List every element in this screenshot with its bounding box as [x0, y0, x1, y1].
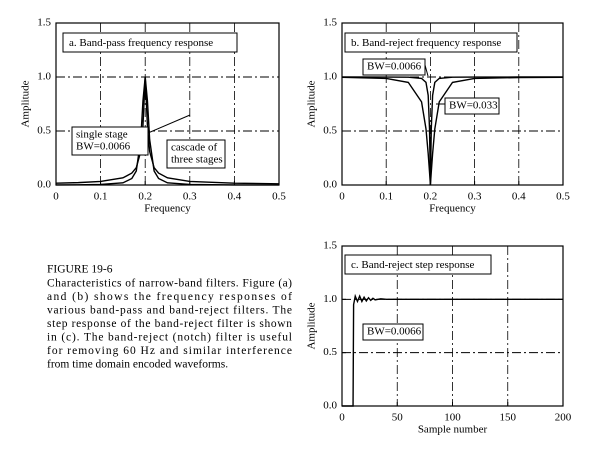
x-tick-label: 0.5	[272, 191, 286, 203]
series-line	[55, 76, 280, 186]
caption-line: various band-pass and band-reject filter…	[47, 305, 292, 317]
x-tick-label: 0.5	[556, 191, 570, 203]
y-tick-label: 0.0	[323, 179, 337, 191]
annotation-box	[362, 58, 426, 76]
x-tick-label: 0.4	[228, 191, 242, 203]
y-axis-label: Amplitude	[306, 80, 318, 127]
x-tick-label: 0.2	[138, 191, 152, 203]
x-tick-label: 0	[339, 191, 345, 203]
y-axis-label: Amplitude	[306, 302, 318, 349]
x-axis-label: Sample number	[418, 424, 488, 436]
annotation: single stage	[76, 129, 128, 141]
annotation-box	[444, 97, 500, 115]
y-axis-label: Amplitude	[20, 80, 32, 127]
annotation: three stages	[171, 154, 223, 166]
caption-line: in (c). The band-reject (notch) filter i…	[47, 332, 292, 344]
x-tick-label: 0.1	[379, 191, 393, 203]
chart-title: a. Band-pass frequency response	[69, 37, 213, 49]
annotation: BW=0.033	[449, 100, 498, 112]
x-tick-label: 0	[53, 191, 59, 203]
annotation: BW=0.0066	[367, 326, 422, 338]
x-tick-label: 0.3	[468, 191, 482, 203]
x-tick-label: 50	[392, 412, 404, 424]
y-tick-label: 1.0	[37, 71, 51, 83]
annotation-box	[71, 126, 149, 156]
annotation: BW=0.0066	[76, 141, 131, 153]
chart: 0 0.1 0.2 0.3 0.4 0.5 0.0 0.5 1.0 1.5 Frequency Amp…	[306, 17, 571, 215]
x-tick-label: 0.1	[94, 191, 108, 203]
x-tick-label: 0.3	[183, 191, 197, 203]
y-tick-label: 1.5	[323, 17, 337, 29]
annotation-box	[362, 323, 424, 341]
leader-line	[147, 114, 191, 134]
annotation: BW=0.0066	[367, 61, 422, 73]
x-axis-label: Frequency	[429, 203, 476, 215]
caption-line: and (b) shows the frequency responses of	[47, 291, 292, 303]
y-tick-label: 0.0	[323, 400, 337, 412]
x-axis-label: Frequency	[144, 203, 191, 215]
x-tick-label: 0.4	[512, 191, 526, 203]
y-tick-label: 0.0	[37, 179, 51, 191]
y-tick-label: 1.5	[323, 240, 337, 252]
x-tick-label: 200	[555, 412, 572, 424]
y-tick-label: 1.0	[323, 71, 337, 83]
y-tick-label: 0.5	[323, 125, 337, 137]
chart-title: b. Band-reject frequency response	[351, 37, 501, 49]
caption-label: FIGURE 19-6	[47, 264, 113, 276]
chart-title: c. Band-reject step response	[351, 259, 475, 271]
x-tick-label: 0	[339, 412, 345, 424]
y-tick-label: 0.5	[37, 125, 51, 137]
plot-frame	[341, 245, 564, 407]
caption-line: for removing 60 Hz and similar interfere…	[47, 345, 292, 357]
annotation: cascade of	[171, 142, 217, 154]
caption-line: from time domain encoded waveforms.	[47, 359, 228, 371]
series-line	[341, 76, 564, 186]
y-tick-label: 1.5	[37, 17, 51, 29]
y-tick-label: 0.5	[323, 346, 337, 358]
title-box	[344, 254, 492, 275]
series-line	[341, 76, 563, 186]
title-box	[344, 32, 518, 53]
x-tick-label: 150	[500, 412, 517, 424]
chart: 0 50 100 150 200 0.0 0.5 1.0 1.5 Sample number Amp…	[306, 240, 572, 436]
x-tick-label: 100	[444, 412, 461, 424]
annotation-box	[166, 139, 226, 169]
series-line	[342, 293, 563, 407]
y-tick-label: 1.0	[323, 293, 337, 305]
title-box	[62, 32, 238, 53]
caption-line: step response of the band-reject filter …	[47, 318, 292, 330]
x-tick-label: 0.2	[424, 191, 438, 203]
chart: 0 0.1 0.2 0.3 0.4 0.5 0.0 0.5 1.0 1.5 Frequency Amp…	[20, 17, 287, 215]
caption-line: Characteristics of narrow-band filters. …	[47, 278, 292, 290]
plot-frame	[341, 22, 564, 186]
plot-frame	[55, 22, 280, 186]
